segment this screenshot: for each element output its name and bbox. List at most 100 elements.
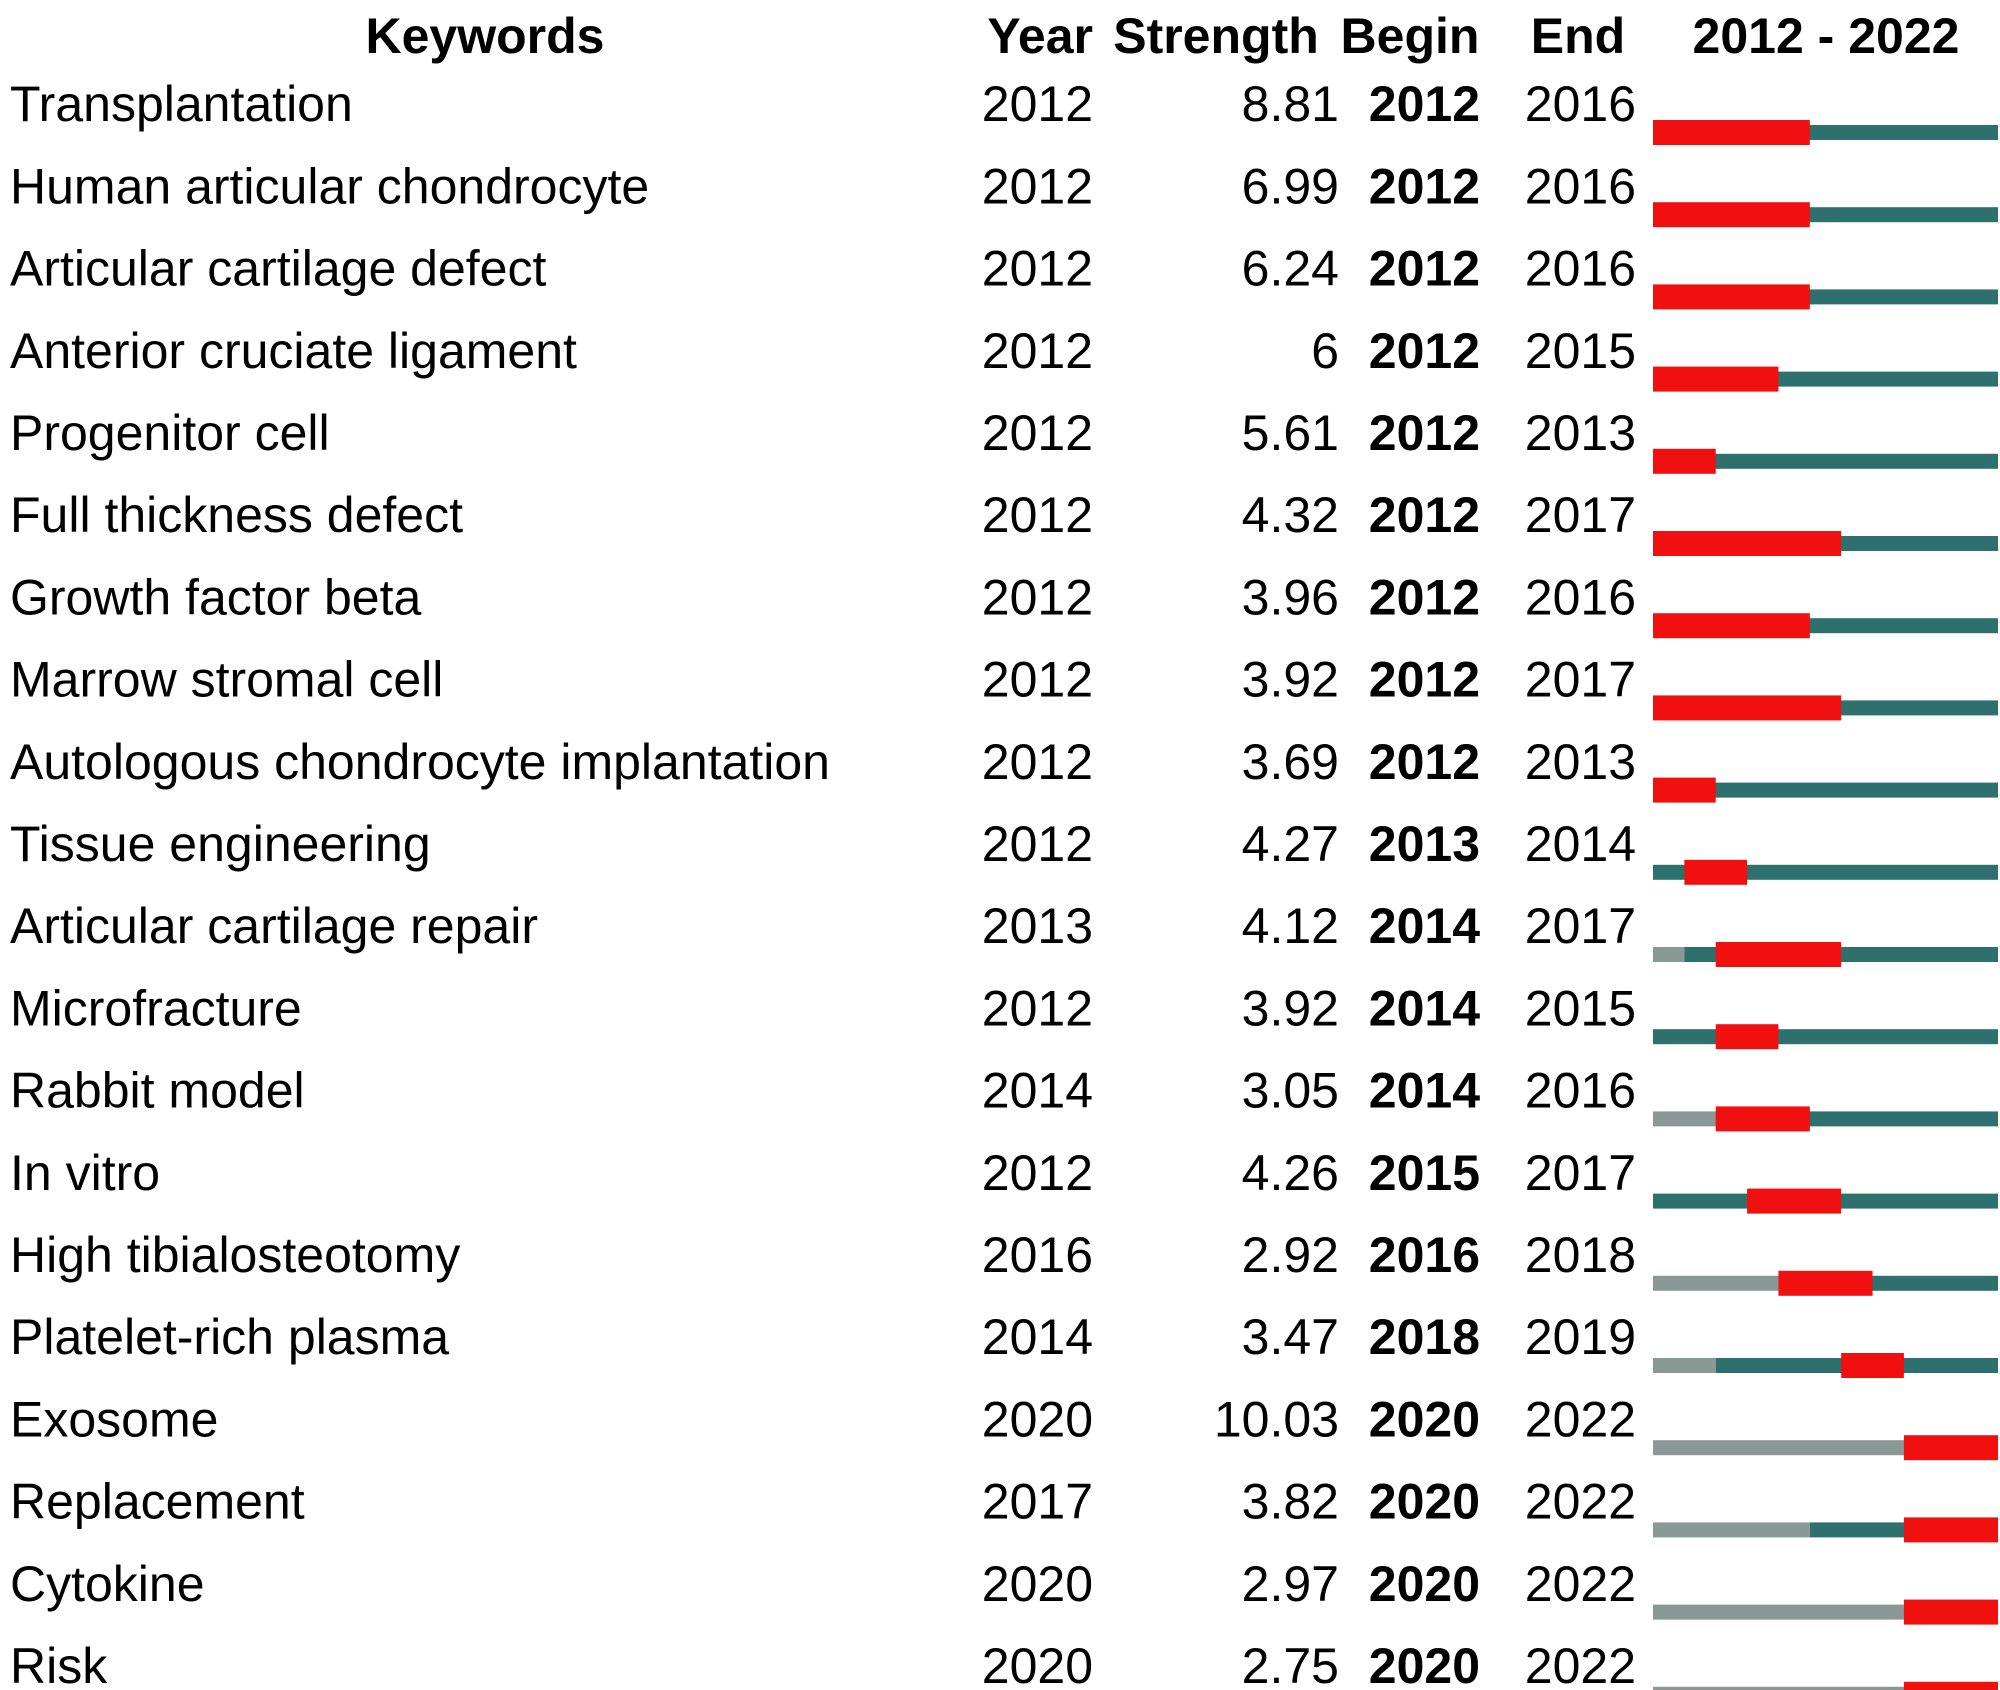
- strength: 5.61: [1242, 405, 1339, 461]
- end: 2016: [1525, 569, 1636, 625]
- end: 2015: [1525, 980, 1636, 1036]
- end: 2017: [1525, 652, 1636, 708]
- burst-span: [1653, 448, 1716, 474]
- begin: 2012: [1369, 487, 1480, 543]
- begin: 2014: [1369, 980, 1480, 1036]
- end: 2016: [1525, 1063, 1636, 1119]
- begin: 2012: [1369, 76, 1480, 132]
- burst-span: [1653, 531, 1842, 556]
- begin: 2012: [1369, 652, 1480, 708]
- strength: 2.97: [1242, 1556, 1339, 1612]
- end: 2022: [1525, 1474, 1636, 1530]
- strength: 2.75: [1242, 1638, 1339, 1690]
- absent-span: [1653, 1275, 1779, 1291]
- end: 2014: [1525, 816, 1636, 872]
- burst-span: [1653, 613, 1810, 639]
- column-header: Begin: [1341, 8, 1480, 64]
- strength: 4.26: [1242, 1145, 1339, 1201]
- keyword: Microfracture: [10, 980, 302, 1036]
- burst-span: [1841, 1353, 1904, 1378]
- year: 2017: [982, 1474, 1093, 1530]
- keyword: In vitro: [10, 1145, 160, 1201]
- keyword: Cytokine: [10, 1556, 205, 1612]
- end: 2022: [1525, 1638, 1636, 1690]
- active-span: [1653, 782, 1998, 798]
- begin: 2012: [1369, 569, 1480, 625]
- absent-span: [1653, 1522, 1810, 1538]
- burst-span: [1653, 284, 1810, 310]
- strength: 3.69: [1242, 734, 1339, 790]
- burst-span: [1747, 1188, 1842, 1214]
- year: 2012: [982, 734, 1093, 790]
- burst-span: [1715, 942, 1842, 967]
- year: 2020: [982, 1638, 1093, 1690]
- end: 2017: [1525, 487, 1636, 543]
- keyword: Transplantation: [10, 76, 353, 132]
- year: 2012: [982, 652, 1093, 708]
- burst-span: [1684, 859, 1748, 885]
- end: 2013: [1525, 734, 1636, 790]
- keyword: Anterior cruciate ligament: [10, 323, 577, 379]
- strength: 3.47: [1242, 1309, 1339, 1365]
- absent-span: [1653, 947, 1685, 962]
- column-header: Keywords: [366, 8, 605, 64]
- column-header: Strength: [1113, 8, 1319, 64]
- active-span: [1653, 1029, 1998, 1045]
- year: 2012: [982, 405, 1093, 461]
- burst-span: [1715, 1024, 1779, 1050]
- end: 2017: [1525, 1145, 1636, 1201]
- keyword: High tibialosteotomy: [10, 1227, 460, 1283]
- column-header: End: [1531, 8, 1625, 64]
- burst-span: [1653, 202, 1810, 228]
- year: 2013: [982, 898, 1093, 954]
- strength: 6: [1311, 323, 1339, 379]
- strength: 3.05: [1242, 1063, 1339, 1119]
- strength: 3.96: [1242, 569, 1339, 625]
- year: 2014: [982, 1063, 1093, 1119]
- burst-span: [1653, 695, 1842, 721]
- end: 2018: [1525, 1227, 1636, 1283]
- absent-span: [1653, 1358, 1716, 1373]
- burst-span: [1903, 1435, 1998, 1461]
- active-span: [1653, 453, 1998, 469]
- end: 2015: [1525, 323, 1636, 379]
- year: 2016: [982, 1227, 1093, 1283]
- begin: 2016: [1369, 1227, 1480, 1283]
- column-header: Year: [987, 8, 1093, 64]
- end: 2019: [1525, 1309, 1636, 1365]
- begin: 2014: [1369, 898, 1480, 954]
- burst-span: [1715, 1106, 1810, 1132]
- year: 2012: [982, 1145, 1093, 1201]
- absent-span: [1653, 1111, 1716, 1127]
- year: 2014: [982, 1309, 1093, 1365]
- keyword: Tissue engineering: [10, 816, 431, 872]
- begin: 2014: [1369, 1063, 1480, 1119]
- keyword: Replacement: [10, 1474, 305, 1530]
- strength: 4.12: [1242, 898, 1339, 954]
- strength: 3.92: [1242, 652, 1339, 708]
- begin: 2018: [1369, 1309, 1480, 1365]
- keyword: Progenitor cell: [10, 405, 330, 461]
- year: 2012: [982, 158, 1093, 214]
- begin: 2020: [1369, 1474, 1480, 1530]
- begin: 2020: [1369, 1638, 1480, 1690]
- keyword: Platelet-rich plasma: [10, 1309, 449, 1365]
- begin: 2015: [1369, 1145, 1480, 1201]
- end: 2016: [1525, 158, 1636, 214]
- year: 2012: [982, 487, 1093, 543]
- strength: 6.24: [1242, 241, 1339, 297]
- burst-span: [1903, 1599, 1998, 1625]
- year: 2020: [982, 1556, 1093, 1612]
- burst-span: [1653, 366, 1779, 392]
- strength: 2.92: [1242, 1227, 1339, 1283]
- end: 2016: [1525, 76, 1636, 132]
- end: 2022: [1525, 1391, 1636, 1447]
- strength: 8.81: [1242, 76, 1339, 132]
- keyword: Rabbit model: [10, 1063, 305, 1119]
- keyword: Autologous chondrocyte implantation: [10, 734, 830, 790]
- absent-span: [1653, 1686, 1904, 1690]
- absent-span: [1653, 1440, 1904, 1456]
- end: 2017: [1525, 898, 1636, 954]
- burst-span: [1903, 1517, 1998, 1543]
- begin: 2012: [1369, 734, 1480, 790]
